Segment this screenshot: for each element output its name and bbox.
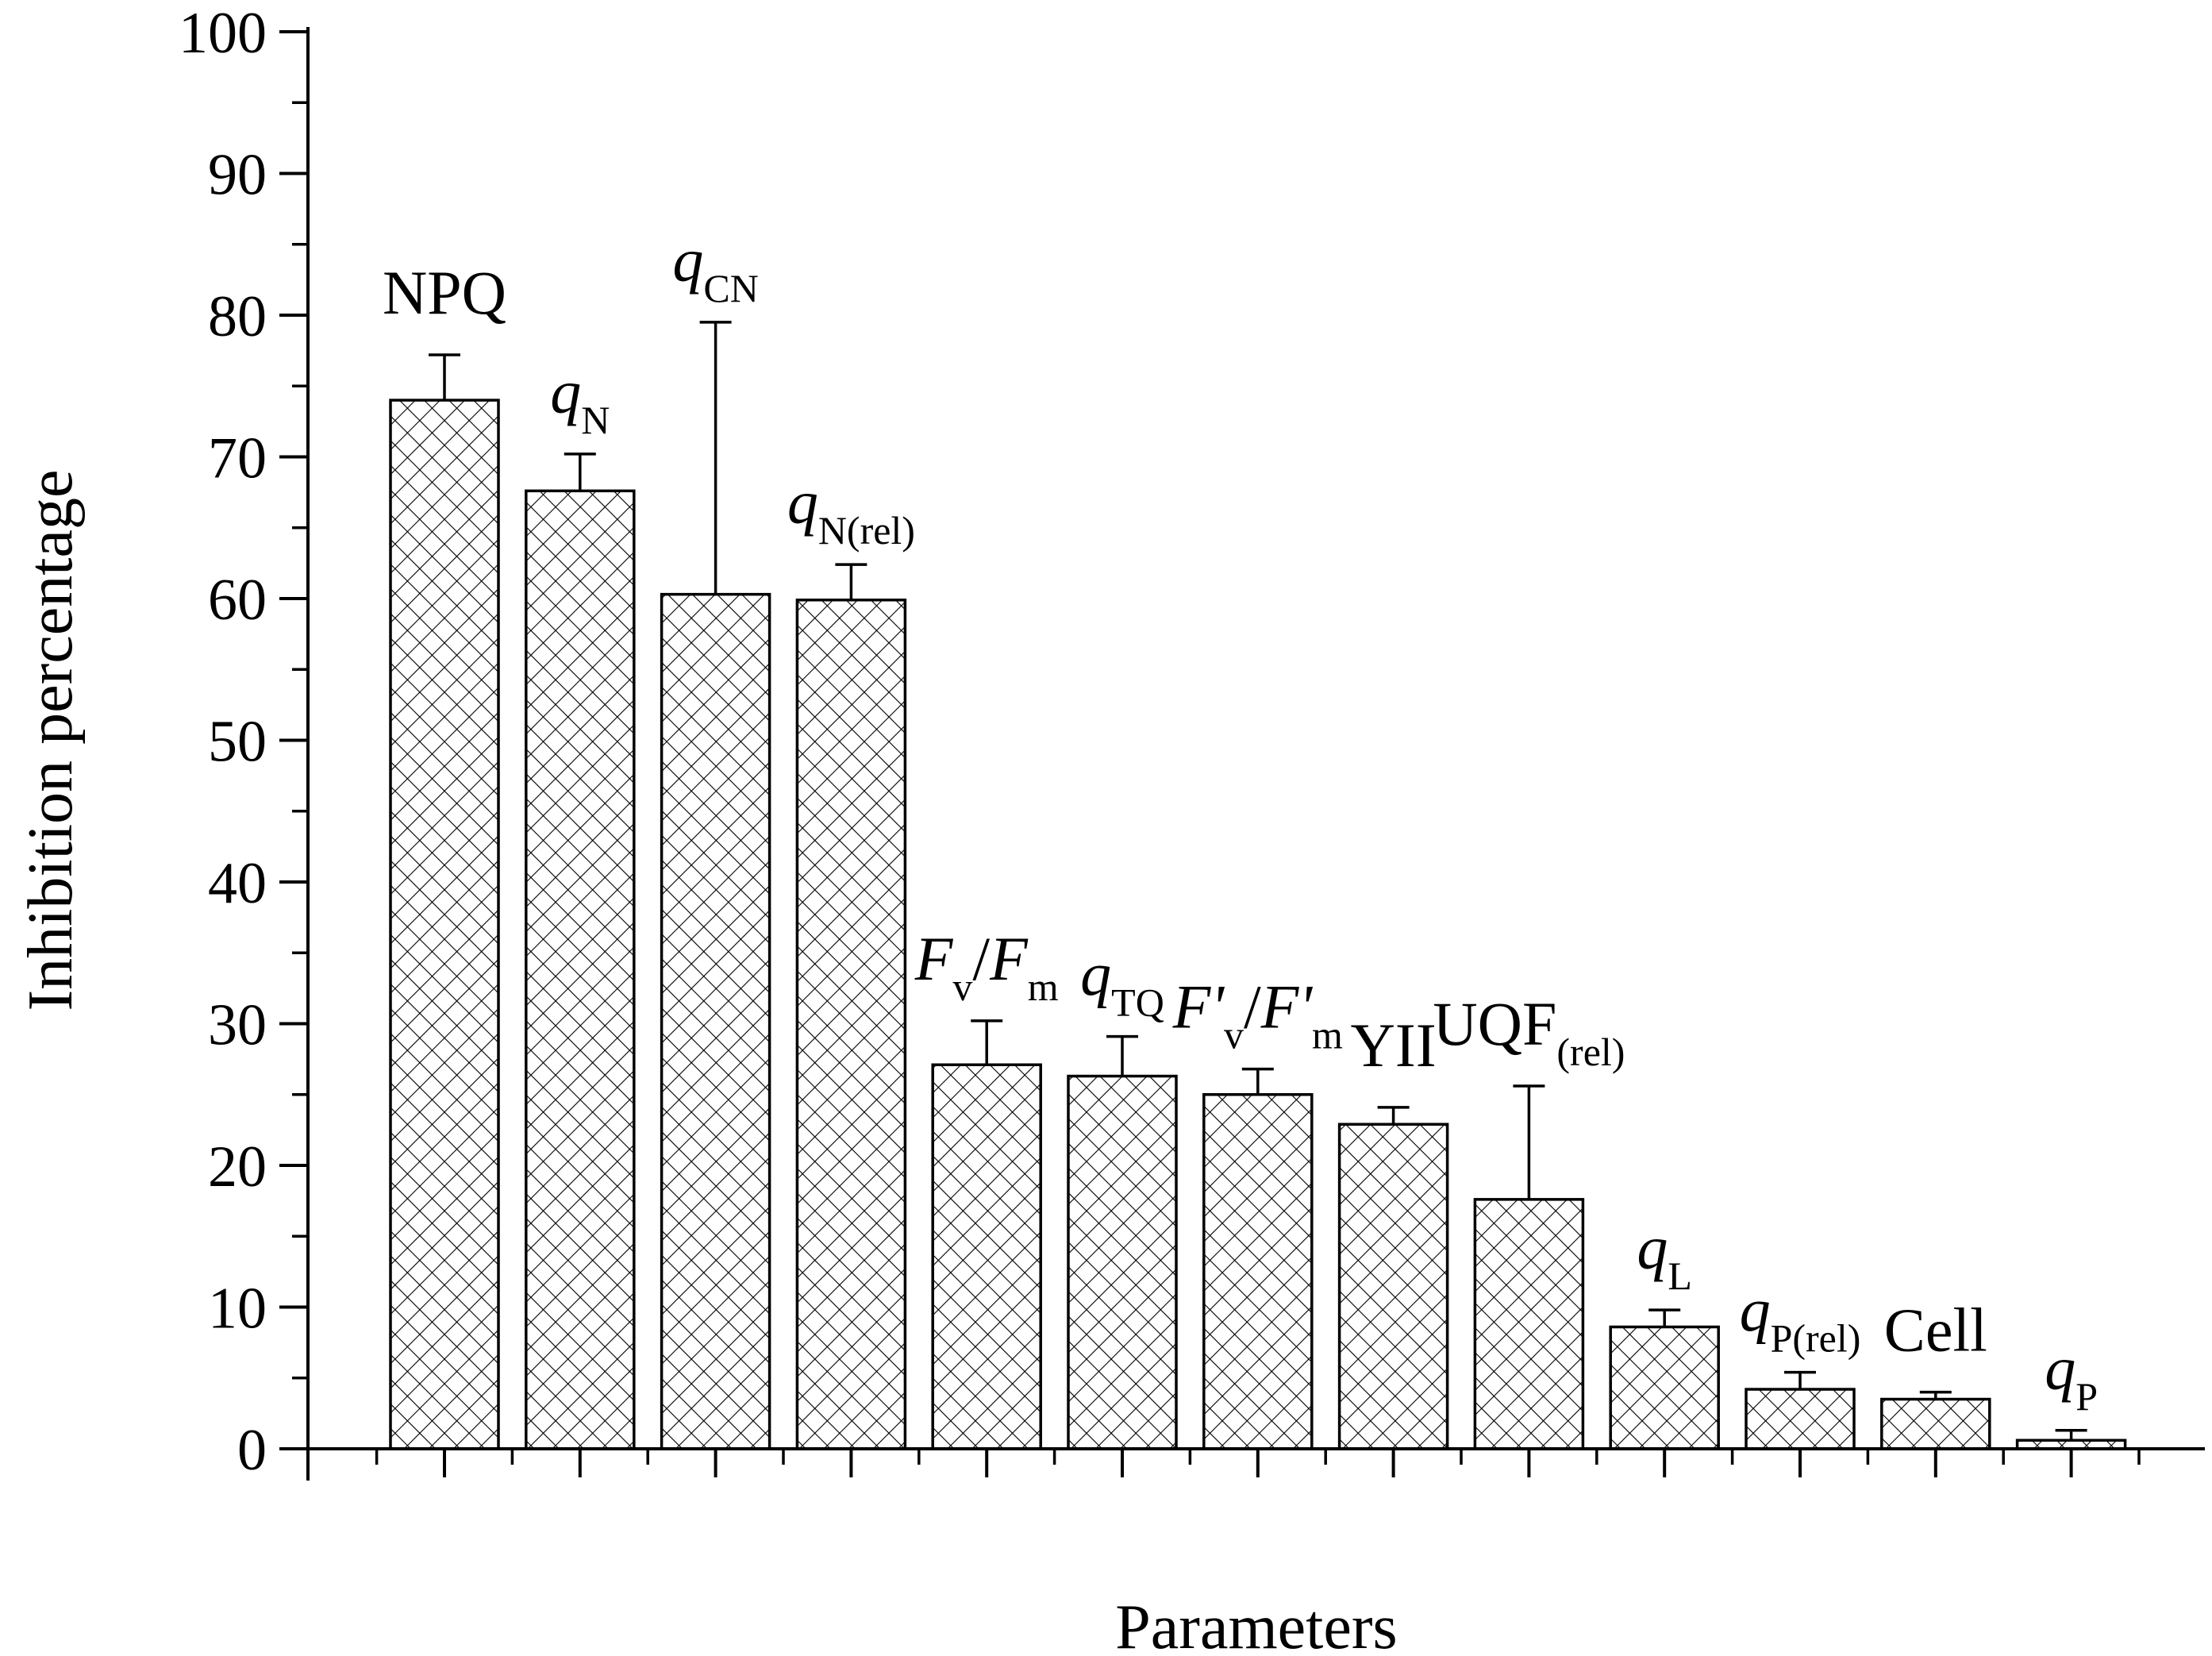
bar-label-3: qCN	[672, 225, 758, 310]
error-bar-3	[699, 321, 732, 595]
bars-layer	[389, 399, 2127, 1450]
y-tick-label: 80	[208, 284, 267, 349]
y-tick-label: 10	[208, 1277, 267, 1342]
bar-9	[1473, 1198, 1585, 1450]
y-tick-label: 100	[179, 1, 267, 66]
error-bar-10	[1648, 1308, 1681, 1327]
y-tick-label: 40	[208, 851, 267, 916]
error-bar-13	[2055, 1429, 2087, 1441]
y-tick-label: 90	[208, 143, 267, 208]
error-bar-4	[835, 563, 867, 600]
error-bar-2	[564, 453, 596, 491]
y-tick-label: 70	[208, 426, 267, 491]
bar-5	[931, 1063, 1042, 1450]
error-bar-7	[1241, 1067, 1274, 1095]
bar-label-7: F'v/F'm	[1172, 972, 1343, 1057]
bar-label-12: Cell	[1884, 1296, 1987, 1365]
error-bar-8	[1377, 1106, 1410, 1125]
bar-label-5: Fv/Fm	[914, 924, 1059, 1009]
y-tick-label: 30	[208, 993, 267, 1058]
x-axis-title: Parameters	[1115, 1592, 1397, 1656]
y-tick-label: 20	[208, 1134, 267, 1200]
bar-label-4: qN(rel)	[787, 468, 915, 553]
bar-label-10: qL	[1637, 1213, 1692, 1298]
error-bar-12	[1919, 1390, 1952, 1400]
error-bar-5	[971, 1019, 1003, 1065]
error-bar-6	[1106, 1034, 1138, 1076]
bar-10	[1609, 1325, 1720, 1450]
bar-12	[1880, 1397, 1991, 1450]
bar-2	[525, 489, 636, 1450]
bar-6	[1067, 1074, 1178, 1450]
error-bars-layer	[429, 321, 2087, 1441]
axes-layer: 0 10 20 30 40 50 60 70 80 90 100	[179, 1, 2205, 1483]
y-axis-title: Inhibition percentage	[16, 470, 86, 1011]
error-bar-11	[1784, 1370, 1816, 1390]
bar-7	[1202, 1093, 1314, 1450]
bar-label-6: qTQ	[1080, 940, 1164, 1025]
bar-label-13: qP	[2045, 1334, 2098, 1419]
error-bar-1	[429, 353, 460, 401]
y-tick-label: 50	[208, 710, 267, 775]
y-tick-label: 0	[237, 1418, 267, 1483]
bar-label-2: qN	[550, 357, 610, 442]
bar-labels-layer: NPQ qN qCN qN(rel) Fv/Fm qTQ F'v/F'm YIIUQF(rel…	[383, 225, 2098, 1419]
bar-1	[389, 399, 500, 1450]
bar-label-9: UQF(rel)	[1433, 989, 1625, 1074]
bar-11	[1745, 1388, 1856, 1450]
y-tick-label: 60	[208, 568, 267, 633]
error-bar-9	[1513, 1084, 1545, 1200]
bar-label-11: qP(rel)	[1740, 1276, 1861, 1361]
bar-label-1: NPQ	[383, 258, 506, 327]
bar-label-8: YII	[1350, 1011, 1436, 1080]
bar-4	[795, 599, 907, 1450]
bar-3	[660, 592, 771, 1450]
bar-8	[1337, 1123, 1449, 1450]
